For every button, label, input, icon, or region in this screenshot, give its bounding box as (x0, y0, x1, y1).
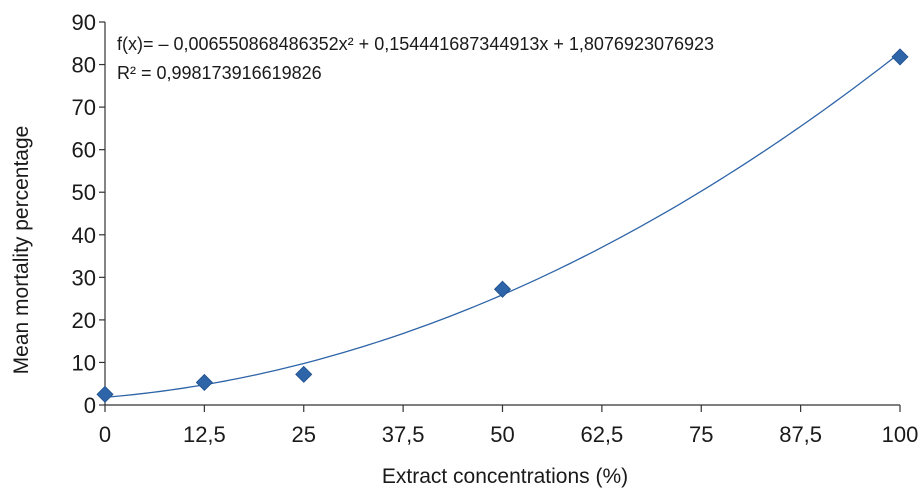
x-tick-label: 62,5 (580, 422, 623, 447)
y-tick-label: 60 (72, 138, 96, 163)
y-tick-label: 50 (72, 180, 96, 205)
tick-marks (99, 21, 901, 412)
data-point (295, 365, 313, 383)
y-tick-label: 20 (72, 308, 96, 333)
x-tick-label: 37,5 (382, 422, 425, 447)
r-squared-annotation: R² = 0,998173916619826 (117, 63, 322, 83)
data-point (96, 385, 114, 403)
trendline (104, 52, 901, 398)
x-tick-label: 75 (689, 422, 713, 447)
data-point (493, 280, 512, 298)
x-tick-label: 50 (490, 422, 514, 447)
y-tick-label: 70 (72, 95, 96, 120)
y-tick-label: 0 (84, 393, 96, 418)
y-tick-label: 80 (72, 53, 96, 78)
y-axis-title: Mean mortality percentage (10, 126, 33, 375)
data-point (195, 373, 213, 392)
data-point (891, 48, 909, 66)
tick-labels: 0 10 20 30 40 50 60 70 80 90 0 12,5 25 37,5 50 62,5 75 87… (72, 10, 919, 447)
y-tick-label: 40 (72, 223, 96, 248)
equation-annotation: f(x)= – 0,006550868486352x² + 0,15444168… (117, 34, 714, 54)
data-points (96, 48, 909, 403)
x-tick-label: 12,5 (183, 422, 226, 447)
x-tick-label: 87,5 (779, 422, 822, 447)
x-tick-label: 100 (882, 422, 919, 447)
x-tick-label: 25 (292, 422, 316, 447)
y-tick-label: 90 (72, 10, 96, 35)
trendline-group (104, 52, 901, 398)
y-tick-label: 10 (72, 350, 96, 375)
x-axis-title: Extract concentrations (%) (382, 465, 628, 488)
y-tick-label: 30 (72, 265, 96, 290)
x-tick-label: 0 (99, 422, 111, 447)
